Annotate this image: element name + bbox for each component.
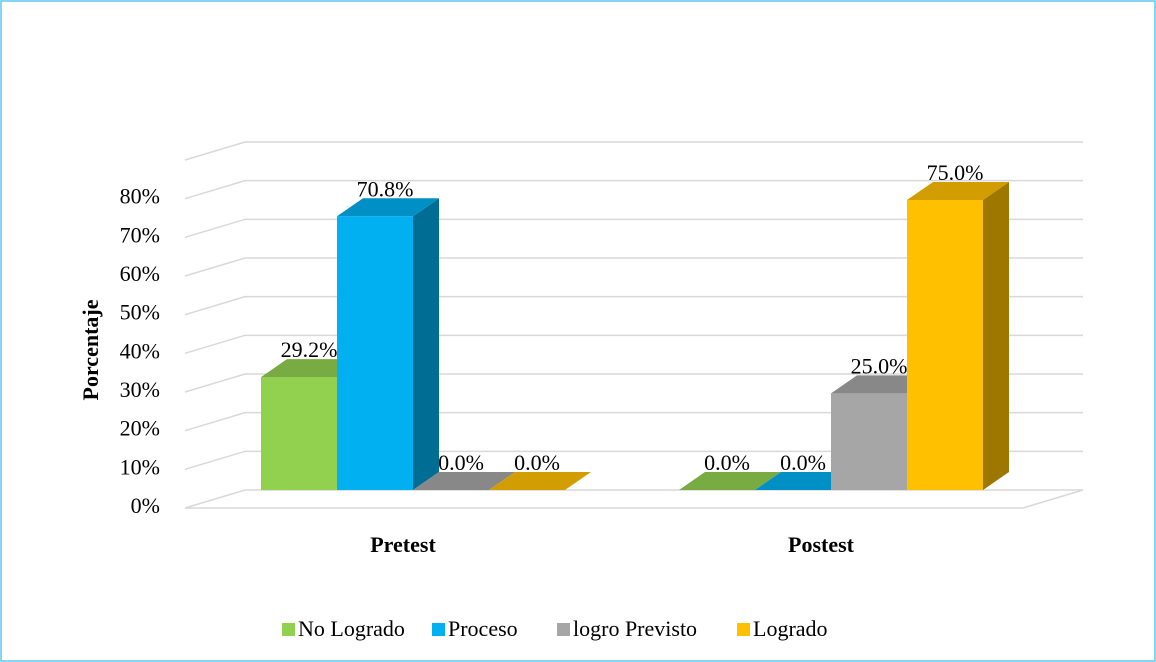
bar bbox=[831, 393, 907, 490]
legend-swatch bbox=[557, 623, 570, 636]
legend-label: Proceso bbox=[448, 616, 518, 641]
y-tick-label: 70% bbox=[120, 222, 160, 247]
grid-line bbox=[184, 295, 1083, 316]
grid-line bbox=[184, 179, 1083, 200]
y-tick-label: 30% bbox=[120, 377, 160, 402]
bar-side bbox=[413, 198, 439, 491]
grid-line bbox=[184, 141, 1083, 161]
y-tick-label: 10% bbox=[120, 454, 160, 479]
y-tick-label: 0% bbox=[131, 493, 160, 518]
bar-top bbox=[413, 472, 515, 490]
bar-side bbox=[983, 182, 1009, 490]
bar-top bbox=[489, 472, 591, 490]
y-tick-label: 50% bbox=[120, 300, 160, 325]
bar bbox=[261, 377, 337, 490]
value-label: 0.0% bbox=[438, 450, 484, 475]
bar bbox=[907, 200, 983, 490]
legend-label: logro Previsto bbox=[573, 616, 697, 641]
floor-edge bbox=[1022, 489, 1084, 509]
value-label: 29.2% bbox=[281, 337, 338, 362]
value-label: 70.8% bbox=[357, 176, 414, 201]
legend-label: Logrado bbox=[753, 616, 828, 641]
y-axis-label: Porcentaje bbox=[78, 299, 103, 400]
grid-line bbox=[184, 334, 1083, 355]
y-tick-label: 80% bbox=[120, 184, 160, 209]
legend-swatch bbox=[432, 623, 445, 636]
grid-line bbox=[184, 257, 1083, 277]
legend-label: No Logrado bbox=[298, 616, 405, 641]
y-tick-label: 60% bbox=[120, 261, 160, 286]
legend-swatch bbox=[282, 623, 295, 636]
grid-line bbox=[184, 218, 1083, 239]
bar-top bbox=[679, 472, 781, 490]
grid-line bbox=[184, 450, 1083, 471]
y-tick-label: 40% bbox=[120, 338, 160, 363]
bar bbox=[337, 216, 413, 491]
value-label: 75.0% bbox=[927, 160, 984, 185]
value-label: 0.0% bbox=[704, 450, 750, 475]
x-tick-label: Postest bbox=[788, 532, 855, 557]
value-label: 25.0% bbox=[851, 353, 908, 378]
x-tick-label: Pretest bbox=[370, 532, 436, 557]
y-tick-label: 20% bbox=[120, 416, 160, 441]
value-label: 0.0% bbox=[514, 450, 560, 475]
legend-swatch bbox=[737, 623, 750, 636]
bar-top bbox=[907, 182, 1009, 200]
bar-top bbox=[337, 198, 439, 217]
value-label: 0.0% bbox=[780, 450, 826, 475]
grid-line bbox=[184, 373, 1083, 393]
grid-line bbox=[184, 411, 1083, 432]
